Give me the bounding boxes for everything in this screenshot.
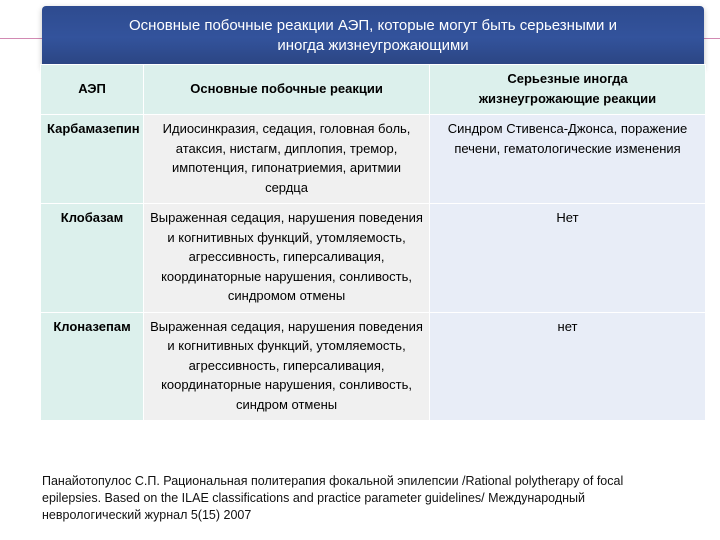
main-reactions: Идиосинкразия, седация, головная боль, а… [144,115,430,204]
table-row: Клоназепам Выраженная седация, нарушения… [41,312,706,421]
banner-line1: Основные побочные реакции АЭП, которые м… [129,17,617,34]
drug-name: Клоназепам [41,312,144,421]
table-row: Карбамазепин Идиосинкразия, седация, гол… [41,115,706,204]
banner-line2: иногда жизнеугрожающими [277,37,468,54]
slide-title-banner: Основные побочные реакции АЭП, которые м… [42,6,704,69]
th-aep: АЭП [41,65,144,115]
serious-reactions: Синдром Стивенса-Джонса, поражение печен… [430,115,706,204]
th-serious-l1: Серьезные иногда [507,71,627,86]
table-row: Клобазам Выраженная седация, нарушения п… [41,204,706,313]
reactions-table-wrap: АЭП Основные побочные реакции Серьезные … [40,64,706,421]
drug-name: Карбамазепин [41,115,144,204]
th-main-reactions: Основные побочные реакции [144,65,430,115]
th-serious-reactions: Серьезные иногда жизнеугрожающие реакции [430,65,706,115]
main-reactions: Выраженная седация, нарушения поведения … [144,312,430,421]
serious-reactions: Нет [430,204,706,313]
main-reactions: Выраженная седация, нарушения поведения … [144,204,430,313]
th-serious-l2: жизнеугрожающие реакции [479,91,656,106]
drug-name: Клобазам [41,204,144,313]
citation-text: Панайотопулос С.П. Рациональная политера… [42,473,660,524]
reactions-table: АЭП Основные побочные реакции Серьезные … [40,64,706,421]
serious-reactions: нет [430,312,706,421]
table-header-row: АЭП Основные побочные реакции Серьезные … [41,65,706,115]
